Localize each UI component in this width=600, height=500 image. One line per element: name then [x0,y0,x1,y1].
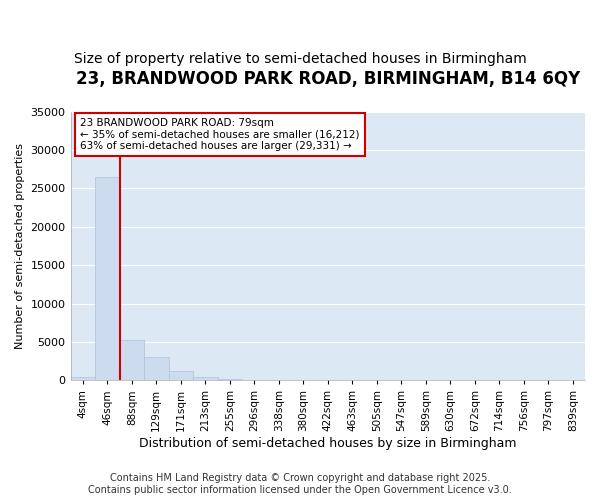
Bar [169,371,193,380]
X-axis label: Distribution of semi-detached houses by size in Birmingham: Distribution of semi-detached houses by … [139,437,517,450]
Bar [193,377,218,380]
Text: Size of property relative to semi-detached houses in Birmingham: Size of property relative to semi-detach… [74,52,526,66]
Bar [119,340,144,380]
Bar [218,379,242,380]
Text: 23 BRANDWOOD PARK ROAD: 79sqm
← 35% of semi-detached houses are smaller (16,212): 23 BRANDWOOD PARK ROAD: 79sqm ← 35% of s… [80,118,360,151]
Text: Contains HM Land Registry data © Crown copyright and database right 2025.
Contai: Contains HM Land Registry data © Crown c… [88,474,512,495]
Bar [144,356,169,380]
Y-axis label: Number of semi-detached properties: Number of semi-detached properties [15,143,25,349]
Title: 23, BRANDWOOD PARK ROAD, BIRMINGHAM, B14 6QY: 23, BRANDWOOD PARK ROAD, BIRMINGHAM, B14… [76,70,580,88]
Bar [95,177,119,380]
Bar [71,377,95,380]
